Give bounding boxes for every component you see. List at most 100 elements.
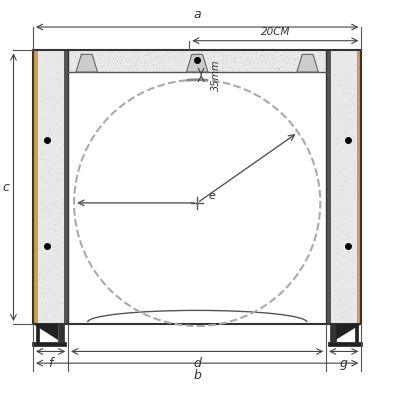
Point xyxy=(63,211,70,217)
Text: 35mm: 35mm xyxy=(211,59,221,91)
Point xyxy=(63,269,70,275)
Point xyxy=(87,60,93,67)
Point xyxy=(125,66,132,73)
Point xyxy=(36,275,42,282)
Point xyxy=(324,203,330,209)
Text: g: g xyxy=(340,357,348,370)
Point xyxy=(177,50,183,56)
Point xyxy=(292,57,299,64)
Point xyxy=(336,102,342,109)
Point xyxy=(273,58,280,64)
Point xyxy=(143,49,150,56)
Point xyxy=(165,58,172,64)
Point xyxy=(303,53,310,59)
Point xyxy=(185,68,191,74)
Point xyxy=(299,60,305,66)
Point xyxy=(36,56,42,62)
Point xyxy=(34,255,40,261)
Point xyxy=(76,62,82,69)
Point xyxy=(265,55,271,61)
Point xyxy=(178,59,184,66)
Point xyxy=(80,50,86,56)
Point xyxy=(326,305,332,311)
Point xyxy=(329,125,335,131)
Point xyxy=(324,101,331,108)
Point xyxy=(322,68,329,74)
Bar xyxy=(63,51,68,324)
Point xyxy=(42,311,48,317)
Point xyxy=(73,55,80,61)
Point xyxy=(63,92,69,99)
Point xyxy=(57,235,63,241)
Point xyxy=(140,63,147,69)
Point xyxy=(244,57,251,63)
Point xyxy=(210,66,216,73)
Point xyxy=(346,102,353,108)
Point xyxy=(328,124,335,131)
Point xyxy=(59,200,66,206)
Point xyxy=(331,165,337,171)
Point xyxy=(57,226,63,232)
Point xyxy=(169,55,176,61)
Point xyxy=(117,60,124,66)
Point xyxy=(82,58,88,64)
Point xyxy=(355,259,361,266)
Point xyxy=(56,220,62,226)
Point xyxy=(230,58,236,64)
Point xyxy=(71,57,77,64)
Point xyxy=(338,271,344,277)
Point xyxy=(351,182,357,188)
Point xyxy=(141,51,147,58)
Point xyxy=(261,62,267,69)
Point xyxy=(216,49,222,55)
Point xyxy=(295,48,301,55)
Point xyxy=(44,156,50,162)
Point xyxy=(50,217,57,224)
Point xyxy=(65,269,71,275)
Point xyxy=(337,51,343,57)
Point xyxy=(334,137,340,143)
Point xyxy=(290,51,297,58)
Point xyxy=(219,58,225,64)
Point xyxy=(325,304,331,311)
Point xyxy=(223,52,230,59)
Point xyxy=(322,181,329,187)
Point xyxy=(349,93,355,99)
Point xyxy=(245,57,251,63)
Point xyxy=(45,268,51,274)
Point xyxy=(210,56,216,62)
Point xyxy=(42,242,48,248)
Point xyxy=(271,64,277,70)
Point xyxy=(312,64,318,70)
Point xyxy=(56,117,63,123)
Point xyxy=(280,68,286,75)
Point xyxy=(351,285,358,291)
Point xyxy=(235,66,242,73)
Point xyxy=(219,65,225,71)
Point xyxy=(344,173,351,179)
Point xyxy=(336,298,342,304)
Point xyxy=(39,156,46,162)
Point xyxy=(247,62,253,68)
Point xyxy=(315,52,322,58)
Point xyxy=(59,234,65,241)
Point xyxy=(330,109,336,115)
Point xyxy=(43,272,50,278)
Point xyxy=(339,137,345,143)
Point xyxy=(353,82,359,88)
Point xyxy=(123,64,129,70)
Point xyxy=(43,310,49,317)
Point xyxy=(223,59,229,65)
Point xyxy=(172,55,178,61)
Point xyxy=(268,62,275,68)
Point xyxy=(82,53,88,59)
Point xyxy=(261,62,268,69)
Point xyxy=(42,103,48,109)
Point xyxy=(143,68,149,75)
Point xyxy=(295,64,301,70)
Point xyxy=(114,63,120,70)
Point xyxy=(42,300,48,306)
Point xyxy=(194,51,200,57)
Point xyxy=(350,158,357,165)
Point xyxy=(353,304,359,310)
